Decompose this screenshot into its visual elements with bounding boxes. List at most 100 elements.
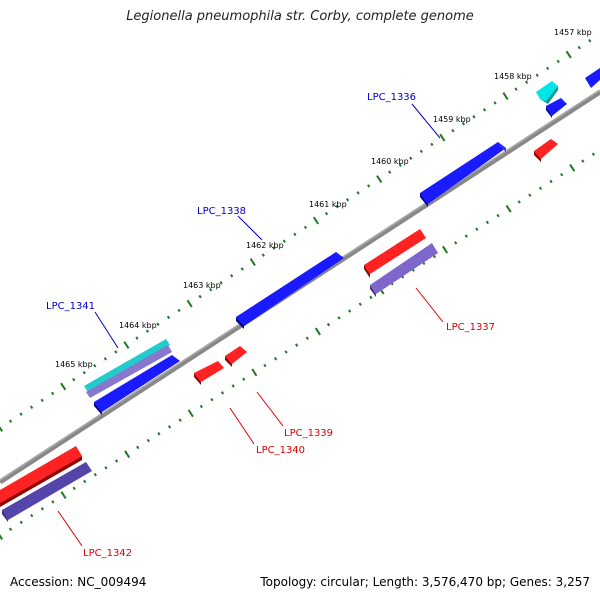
ruler-minor-tick	[242, 377, 246, 381]
ruler-minor-tick	[198, 294, 202, 299]
ruler-outer	[0, 38, 592, 432]
ruler-minor-tick	[166, 315, 171, 320]
ruler-major-tick	[376, 175, 383, 183]
ruler-minor-tick	[282, 239, 286, 243]
ruler-minor-tick	[369, 295, 373, 300]
ruler-minor-tick	[40, 398, 44, 403]
ruler-minor-tick	[528, 193, 532, 197]
ruler-minor-tick	[464, 234, 468, 238]
ruler-label-1459: 1459 kbp	[433, 115, 471, 124]
ruler-minor-tick	[326, 322, 331, 327]
ruler-minor-tick	[29, 405, 34, 409]
ruler-minor-tick	[524, 80, 529, 84]
ruler-label-1465: 1465 kbp	[55, 360, 93, 369]
ruler-minor-tick	[219, 281, 223, 285]
ruler-major-tick	[0, 426, 4, 432]
ruler-minor-tick	[454, 241, 458, 245]
ruler-minor-tick	[303, 225, 308, 230]
ruler-major-tick	[124, 450, 131, 459]
ruler-minor-tick	[51, 500, 55, 504]
genome-summary: Topology: circular; Length: 3,576,470 bp…	[260, 575, 590, 589]
gene-label-lpc-1339[interactable]: LPC_1339	[284, 428, 333, 439]
ruler-minor-tick	[135, 336, 139, 340]
ruler-minor-tick	[432, 254, 437, 259]
gene-label-lpc-1338[interactable]: LPC_1338	[197, 206, 246, 217]
ruler-major-tick	[60, 491, 67, 500]
ruler-minor-tick	[220, 391, 225, 395]
gene-lpc-1337[interactable]	[364, 229, 438, 297]
ruler-minor-tick	[272, 246, 276, 250]
ruler-inner	[0, 152, 596, 540]
ruler-major-tick	[442, 245, 449, 254]
ruler-minor-tick	[419, 149, 423, 154]
ruler-minor-tick	[588, 38, 592, 43]
ruler-minor-tick	[136, 445, 140, 450]
gene-label-lpc-1337[interactable]: LPC_1337	[446, 322, 495, 333]
ruler-label-1460: 1460 kbp	[371, 157, 409, 166]
ruler-minor-tick	[82, 370, 86, 375]
ruler-minor-tick	[19, 520, 23, 525]
ruler-minor-tick	[8, 527, 13, 531]
ruler-minor-tick	[146, 438, 150, 443]
ruler-label-1463: 1463 kbp	[183, 281, 221, 290]
gene-label-lpc-1340[interactable]: LPC_1340	[256, 445, 305, 456]
gene-label-lpc-1336[interactable]: LPC_1336	[367, 92, 416, 103]
ruler-minor-tick	[83, 479, 87, 484]
ruler-minor-tick	[261, 253, 265, 257]
ruler-minor-tick	[472, 115, 476, 119]
ruler-minor-tick	[451, 128, 455, 133]
gene-lpc-1342[interactable]	[0, 446, 92, 522]
ruler-minor-tick	[263, 363, 267, 368]
ruler-major-tick	[123, 341, 130, 349]
ruler-minor-tick	[240, 267, 244, 271]
ruler-minor-tick	[114, 350, 118, 354]
ruler-major-tick	[314, 327, 321, 336]
ruler-minor-tick	[398, 163, 402, 167]
ruler-minor-tick	[104, 466, 108, 470]
ruler-minor-tick	[493, 101, 497, 105]
gene-lpc-1341[interactable]	[84, 339, 180, 415]
ruler-minor-tick	[546, 66, 550, 71]
ruler-label-1462: 1462 kbp	[246, 241, 284, 250]
ruler-minor-tick	[93, 364, 97, 368]
gene-lpc-1336[interactable]	[420, 142, 506, 207]
ruler-minor-tick	[293, 232, 297, 237]
ruler-major-tick	[502, 92, 509, 100]
ruler-minor-tick	[19, 412, 23, 416]
feature-blue-edge	[585, 68, 600, 88]
ruler-minor-tick	[337, 316, 341, 320]
ruler-major-tick	[505, 204, 512, 213]
gene-lpc-1338[interactable]	[236, 252, 344, 329]
gene-lpc-1340[interactable]	[194, 361, 224, 385]
ruler-minor-tick	[560, 172, 564, 177]
ruler-minor-tick	[577, 45, 581, 50]
gene-label-lpc-1341[interactable]: LPC_1341	[46, 301, 95, 312]
accession-label: Accession: NC_009494	[10, 575, 147, 589]
ruler-minor-tick	[485, 220, 490, 225]
ruler-minor-tick	[156, 322, 160, 326]
ruler-minor-tick	[177, 308, 181, 313]
ruler-minor-tick	[199, 404, 203, 409]
ruler-minor-tick	[295, 343, 299, 347]
ruler-major-tick	[565, 50, 572, 59]
gene-label-lpc-1342[interactable]: LPC_1342	[83, 548, 132, 559]
ruler-minor-tick	[284, 350, 288, 354]
ruler-minor-tick	[496, 213, 500, 218]
ruler-minor-tick	[591, 152, 596, 156]
ruler-minor-tick	[145, 329, 150, 333]
ruler-minor-tick	[178, 418, 182, 422]
gene-lpc-1339[interactable]	[225, 346, 247, 367]
ruler-major-tick	[187, 409, 194, 418]
ruler-major-tick	[439, 133, 446, 142]
feature-blue-top	[546, 98, 567, 118]
ruler-major-tick	[60, 382, 67, 391]
feature-cyan-top	[536, 81, 558, 104]
ruler-label-1464: 1464 kbp	[119, 321, 157, 330]
ruler-minor-tick	[345, 198, 350, 202]
ruler-minor-tick	[103, 357, 107, 361]
ruler-minor-tick	[461, 121, 466, 126]
ruler-minor-tick	[517, 200, 521, 204]
ruler-minor-tick	[8, 419, 13, 423]
ruler-major-tick	[251, 368, 258, 377]
ruler-minor-tick	[210, 397, 214, 402]
